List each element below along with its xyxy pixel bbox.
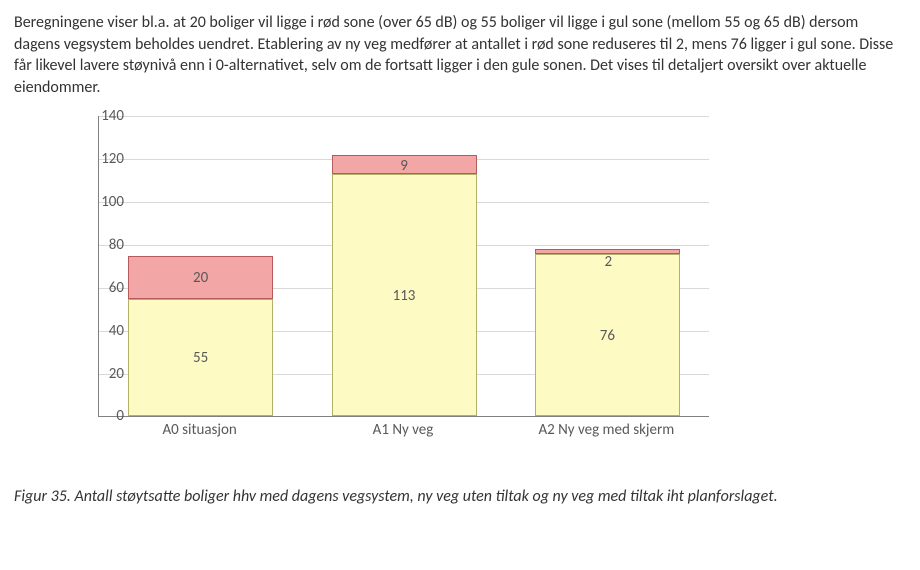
bar-value-red: 9 [333,157,476,175]
gridline [99,116,709,117]
bar-value-red: 20 [129,269,272,287]
y-tick-label: 120 [84,150,124,168]
bar-value-yellow: 55 [129,349,272,367]
bar-value-yellow: 76 [536,327,679,345]
x-tick-label: A1 Ny veg [318,422,488,439]
bar-segment-red: 9 [332,155,477,174]
bar: 113 9 [332,155,477,416]
y-tick-label: 40 [84,322,124,340]
bar: 76 2 [535,249,680,416]
bar-value-yellow: 113 [333,287,476,305]
plot-area: 55 20 113 9 76 2 [98,116,709,417]
bar-segment-red [535,249,680,253]
bar-segment-red: 20 [128,256,273,299]
bar-segment-yellow: 113 [332,174,477,416]
bar: 55 20 [128,256,273,417]
body-paragraph: Beregningene viser bl.a. at 20 boliger v… [14,12,906,98]
x-tick-label: A0 situasjon [115,422,285,439]
y-tick-label: 140 [84,107,124,125]
bar-value-red: 2 [536,253,681,271]
x-tick-label: A2 Ny veg med skjerm [521,422,691,439]
figure-caption: Figur 35. Antall støytsatte boliger hhv … [14,486,906,508]
noise-housing-chart: 55201139762 020406080100120140 A0 situas… [42,106,742,476]
bar-segment-yellow: 55 [128,299,273,417]
y-tick-label: 60 [84,279,124,297]
y-tick-label: 80 [84,236,124,254]
bar-segment-yellow: 76 2 [535,254,680,417]
y-tick-label: 100 [84,193,124,211]
y-tick-label: 20 [84,365,124,383]
